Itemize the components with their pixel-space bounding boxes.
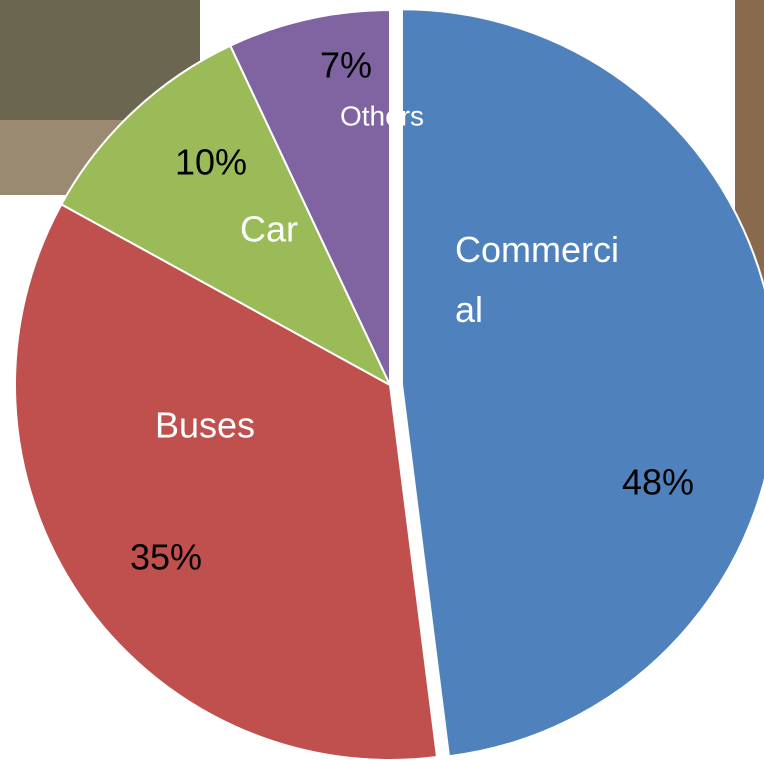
slice-label: Buses bbox=[155, 405, 255, 446]
pie-slice bbox=[14, 202, 439, 760]
value-label: 48% bbox=[622, 462, 694, 503]
slice-label: Commercial bbox=[455, 229, 620, 330]
value-label: 10% bbox=[175, 142, 247, 183]
slice-label: Car bbox=[240, 209, 298, 250]
slice-label-box: Commercial bbox=[455, 229, 620, 330]
value-label: 7% bbox=[320, 45, 372, 86]
value-label: 35% bbox=[130, 537, 202, 578]
slice-label: Others bbox=[340, 100, 424, 131]
pie-slice bbox=[60, 44, 393, 388]
pie-slice bbox=[400, 8, 764, 758]
pie-slice bbox=[229, 8, 391, 386]
